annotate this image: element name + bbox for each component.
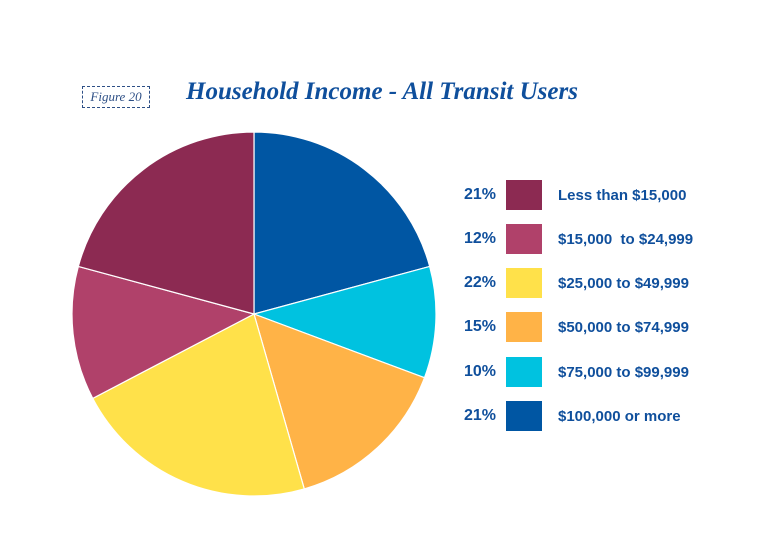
legend-item-75000-to-99999: 10% $75,000 to $99,999 [440,355,740,389]
slice-less-than-15000 [77,131,255,315]
legend-item-50000-to-74999: 15% $50,000 to $74,999 [440,310,740,344]
legend-item-15000-to-24999: 12% $15,000 to $24,999 [440,222,740,256]
legend-percent: 12% [463,230,496,247]
legend-label: $50,000 to $74,999 [558,318,689,336]
slice-50000-to-74999 [253,313,426,490]
legend-percent: 15% [463,318,496,335]
legend-swatch [506,401,542,431]
legend-swatch [506,312,542,342]
chart-title: Household Income - All Transit Users [186,78,578,105]
slice-15000-to-24999 [71,265,256,400]
slice-25000-to-49999 [91,313,306,497]
legend-percent: 21% [463,407,496,424]
legend-swatch [506,224,542,254]
legend-item-25000-to-49999: 22% $25,000 to $49,999 [440,266,740,300]
legend-label: $75,000 to $99,999 [558,363,689,381]
legend-item-less-than-15000: 21% Less than $15,000 [440,178,740,212]
legend-label: $25,000 to $49,999 [558,274,689,292]
legend-label: $100,000 or more [558,407,681,425]
figure-label: Figure 20 [82,86,150,108]
legend-percent: 21% [463,186,496,203]
legend-swatch [506,357,542,387]
legend-percent: 22% [463,274,496,291]
legend-label: $15,000 to $24,999 [558,230,694,248]
legend-swatch [506,180,542,210]
legend-percent: 10% [463,363,496,380]
slice-75000-to-99999 [252,265,437,379]
legend-swatch [506,268,542,298]
legend-label: Less than $15,000 [558,186,687,204]
slice-100000-or-more [253,131,431,315]
legend-item-100000-or-more: 21% $100,000 or more [440,399,740,433]
